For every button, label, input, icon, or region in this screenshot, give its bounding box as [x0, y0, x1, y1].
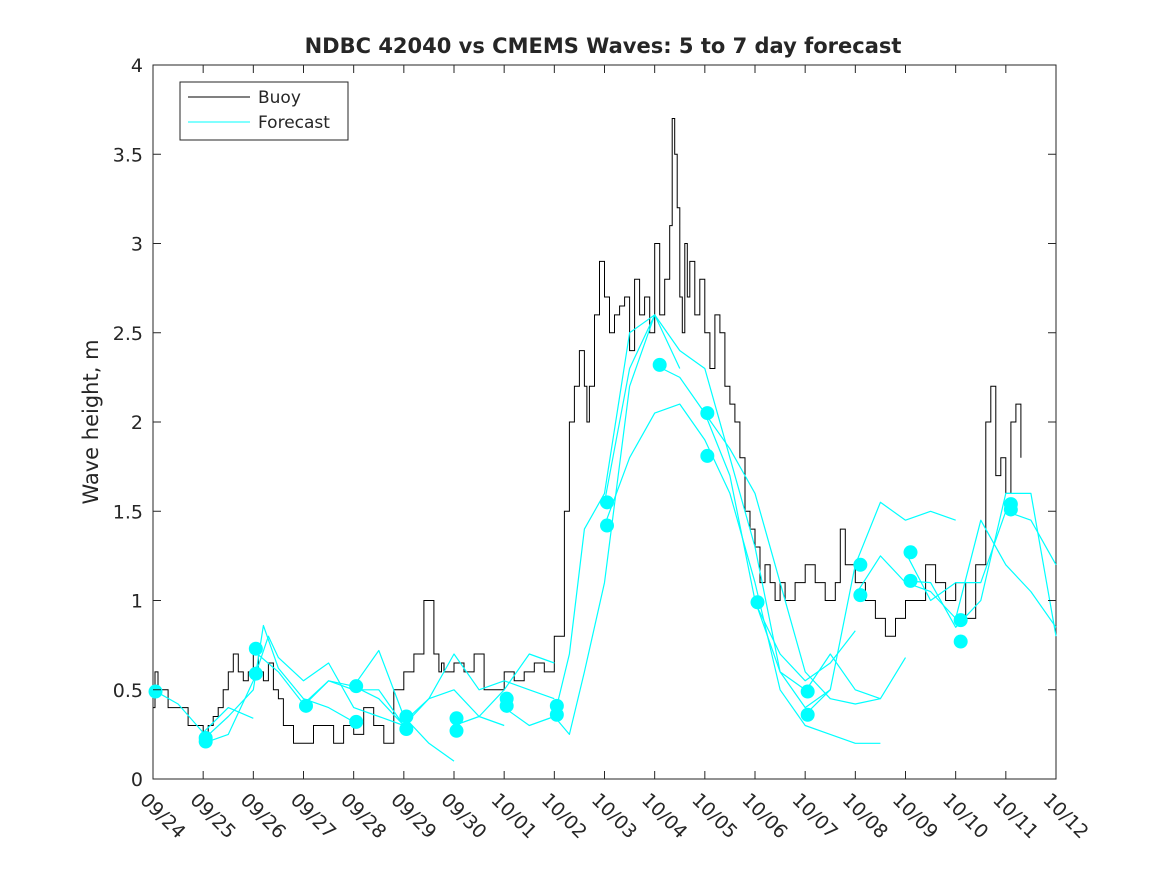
forecast-line [303, 649, 455, 762]
forecast-marker [148, 684, 163, 699]
forecast-line [202, 635, 405, 744]
forecast-marker [349, 714, 364, 729]
forecast-line [754, 602, 856, 682]
forecast-line [453, 653, 555, 727]
y-tick-label: 1.5 [113, 501, 143, 523]
y-tick-label: 3.5 [113, 144, 143, 166]
legend-forecast-label: Forecast [258, 113, 330, 133]
forecast-line [804, 501, 956, 716]
forecast-marker [299, 698, 314, 713]
forecast-line [503, 314, 656, 727]
forecast-marker [652, 357, 667, 372]
forecast-marker [800, 684, 815, 699]
forecast-marker [853, 557, 868, 572]
forecast-marker [700, 406, 715, 421]
y-tick-label: 4 [131, 55, 143, 77]
forecast-marker [903, 573, 918, 588]
forecast-marker [903, 545, 918, 560]
y-tick-label: 0.5 [113, 680, 143, 702]
forecast-marker [248, 666, 263, 681]
forecast-line [654, 364, 806, 691]
forecast-line [403, 653, 555, 723]
forecast-marker [700, 448, 715, 463]
y-axis-label: Wave height, m [79, 339, 103, 504]
buoy-line [153, 118, 1022, 744]
forecast-line [804, 653, 907, 700]
forecast-marker [953, 634, 968, 649]
forecast-marker [499, 698, 514, 713]
forecast-marker [449, 723, 464, 738]
forecast-marker [449, 711, 464, 726]
forecast-marker [198, 734, 213, 749]
forecast-marker [600, 518, 615, 533]
y-axis: 0 0.5 1 1.5 2 2.5 3 3.5 4 [113, 55, 1056, 791]
forecast-marker [248, 641, 263, 656]
forecast-marker [600, 495, 615, 510]
buoy-series-layer [153, 118, 1022, 744]
forecast-marker [1003, 502, 1018, 517]
forecast-series-layer [152, 314, 1057, 762]
forecast-marker [953, 613, 968, 628]
forecast-marker [853, 588, 868, 603]
axes-box [152, 64, 1057, 780]
forecast-marker [399, 722, 414, 737]
forecast-marker [800, 707, 815, 722]
y-tick-label: 1 [131, 591, 143, 613]
legend-box [179, 81, 349, 141]
forecast-line [603, 314, 831, 709]
forecast-line [704, 412, 881, 705]
forecast-line [905, 492, 1057, 637]
legend-buoy-label: Buoy [258, 88, 301, 108]
plot-area [148, 64, 1057, 780]
y-tick-label: 2 [131, 412, 143, 434]
y-tick-label: 0 [131, 769, 143, 791]
y-tick-label: 2.5 [113, 323, 143, 345]
forecast-marker [399, 709, 414, 724]
y-tick-label: 3 [131, 234, 143, 256]
chart-title: NDBC 42040 vs CMEMS Waves: 5 to 7 day fo… [305, 34, 902, 58]
legend: Buoy Forecast [179, 81, 349, 141]
forecast-marker-layer [148, 357, 1018, 749]
forecast-marker [549, 707, 564, 722]
forecast-line [904, 510, 1057, 602]
forecast-marker [349, 679, 364, 694]
forecast-line [202, 624, 354, 741]
forecast-marker [750, 595, 765, 610]
